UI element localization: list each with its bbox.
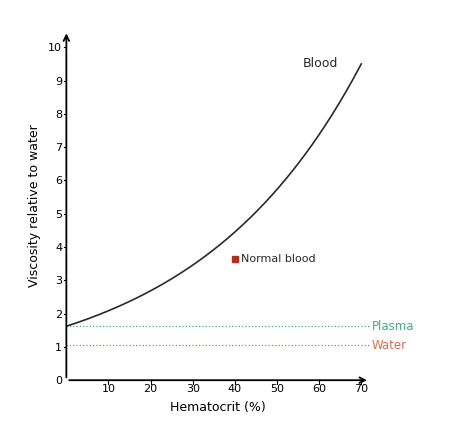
Text: Blood: Blood bbox=[302, 57, 337, 70]
Text: Plasma: Plasma bbox=[372, 320, 414, 333]
Y-axis label: Viscosity relative to water: Viscosity relative to water bbox=[28, 124, 41, 287]
Text: Water: Water bbox=[372, 339, 407, 352]
Text: Normal blood: Normal blood bbox=[241, 253, 316, 264]
X-axis label: Hematocrit (%): Hematocrit (%) bbox=[170, 401, 266, 414]
